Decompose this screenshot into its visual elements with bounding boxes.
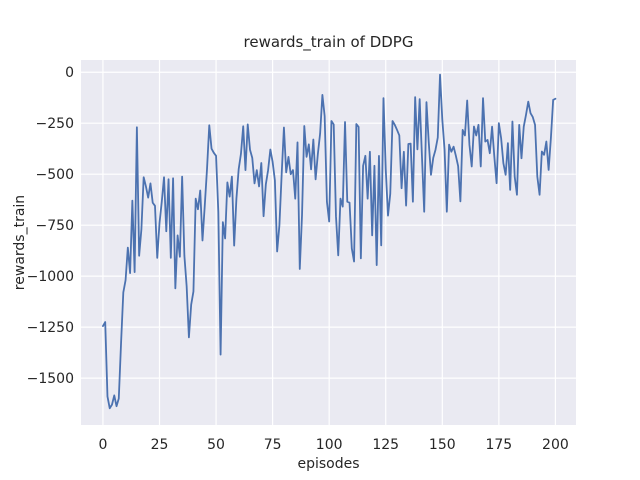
x-tick-label: 150 xyxy=(429,437,456,453)
x-tick-label: 0 xyxy=(98,437,107,453)
x-tick-label: 75 xyxy=(264,437,282,453)
x-axis-label: episodes xyxy=(297,456,359,472)
reward-line xyxy=(102,73,557,410)
plot-area xyxy=(81,60,576,425)
x-tick-label: 50 xyxy=(207,437,225,453)
y-tick-label: −1500 xyxy=(27,371,74,387)
x-tick-label: 100 xyxy=(316,437,343,453)
y-tick-label: −500 xyxy=(36,167,74,183)
y-tick-label: −750 xyxy=(36,218,74,234)
x-tick-label: 175 xyxy=(485,437,512,453)
x-tick-label: 125 xyxy=(372,437,399,453)
gridlines xyxy=(81,60,576,425)
x-tick-label: 25 xyxy=(151,437,169,453)
y-tick-label: 0 xyxy=(65,65,74,81)
y-tick-label: −250 xyxy=(36,116,74,132)
chart-title: rewards_train of DDPG xyxy=(244,33,414,52)
x-tick-label: 200 xyxy=(542,437,569,453)
y-tick-labels: 0 −250 −500 −750 −1000 −1250 −1500 xyxy=(27,65,74,387)
y-axis-label: rewards_train xyxy=(12,195,28,290)
y-tick-label: −1250 xyxy=(27,320,74,336)
y-tick-label: −1000 xyxy=(27,269,74,285)
x-tick-labels: 0 25 50 75 100 125 150 175 200 xyxy=(98,437,568,453)
